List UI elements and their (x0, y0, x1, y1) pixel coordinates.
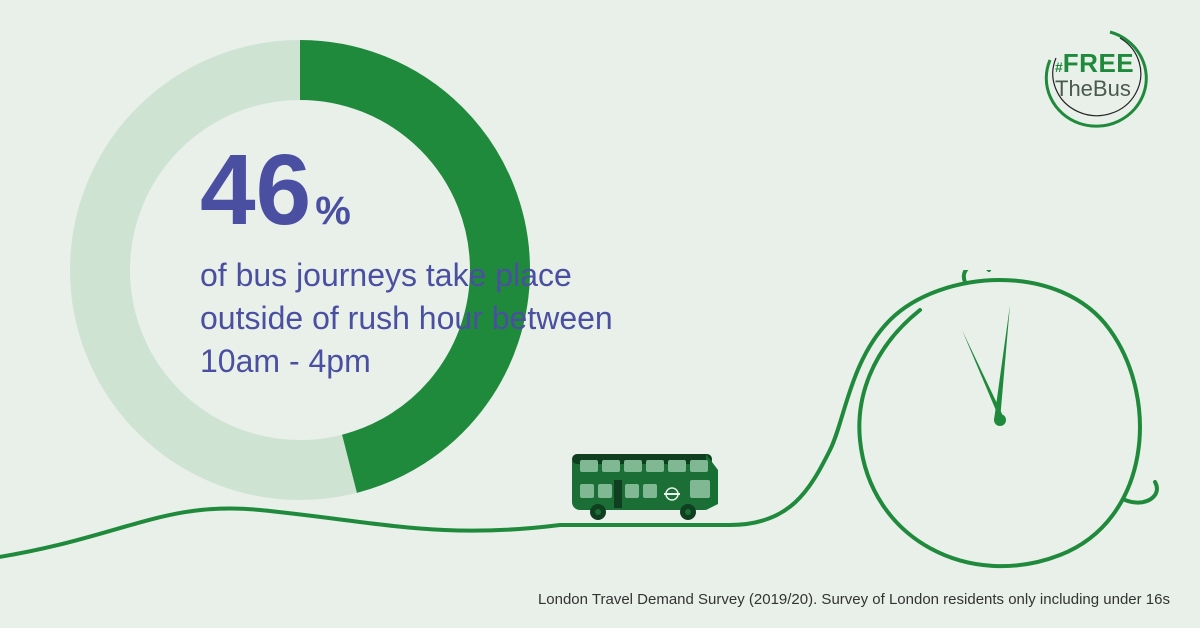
logo-line1: FREE (1063, 48, 1134, 78)
stat-percent-symbol: % (315, 189, 351, 234)
bus-icon (570, 450, 720, 520)
stat-number: 46 (200, 140, 311, 240)
road-clock-illustration (0, 270, 1200, 610)
logo-line2: TheBus (1055, 77, 1134, 100)
footnote-text: London Travel Demand Survey (2019/20). S… (538, 591, 1170, 608)
freethebus-logo: #FREE TheBus (1020, 20, 1170, 130)
logo-hash: # (1055, 59, 1063, 75)
